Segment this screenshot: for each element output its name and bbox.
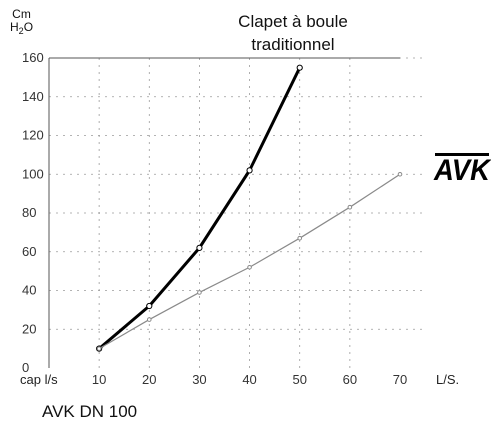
tick-labels: 0 20 40 60 80 100 120 140 160 10 20 30 40 50 60 70 <box>22 50 407 387</box>
avk-point-50 <box>297 235 303 241</box>
y-tick-label-20: 20 <box>22 321 36 336</box>
y-tick-label-40: 40 <box>22 283 36 298</box>
y-tick-label-160: 160 <box>22 50 44 65</box>
y-tick-label-60: 60 <box>22 244 36 259</box>
avk-point-30 <box>197 290 202 295</box>
y-tick-label-80: 80 <box>22 205 36 220</box>
x-tick-label-60: 60 <box>343 372 357 387</box>
avk-dn100-caption: AVK DN 100 <box>42 402 138 421</box>
avk-point-60 <box>347 204 353 210</box>
y-unit-line1: Cm <box>12 7 31 21</box>
x-tick-label-50: 50 <box>292 372 306 387</box>
traditional-curve-label: Clapet à boule traditionnel <box>208 10 378 56</box>
traditional-point-30 <box>196 244 203 251</box>
x-tick-label-30: 30 <box>192 372 206 387</box>
curve-label-line1: Clapet à boule <box>238 12 348 31</box>
x-unit-right-label: L/S. <box>436 372 459 387</box>
traditional-point-50 <box>296 64 303 71</box>
traditional-series-line <box>98 67 302 350</box>
x-tick-label-10: 10 <box>92 372 106 387</box>
curve-label-line2: traditionnel <box>251 35 335 54</box>
y-tick-label-120: 120 <box>22 128 44 143</box>
traditional-point-40 <box>246 167 253 174</box>
traditional-point-20 <box>146 302 153 310</box>
series-layer <box>96 64 403 352</box>
y-axis-unit-label: Cm H2O <box>10 8 33 38</box>
y-tick-label-0: 0 <box>22 360 29 375</box>
x-tick-label-70: 70 <box>393 372 407 387</box>
grid-lines <box>49 57 425 368</box>
y-tick-label-140: 140 <box>22 89 44 104</box>
y-tick-label-100: 100 <box>22 166 44 181</box>
x-unit-left-label: cap l/s <box>20 372 58 387</box>
avk-point-40 <box>247 264 252 270</box>
avk-point-20 <box>146 317 152 322</box>
x-tick-label-20: 20 <box>142 372 156 387</box>
axes <box>48 57 400 368</box>
y-unit-line2: H2O <box>10 20 34 37</box>
avk-point-70 <box>397 171 403 177</box>
avk-logo-text: AVK <box>433 154 491 186</box>
avk-point-10 <box>96 346 102 351</box>
avk-logo: AVK <box>433 153 491 186</box>
x-tick-label-40: 40 <box>242 372 256 387</box>
